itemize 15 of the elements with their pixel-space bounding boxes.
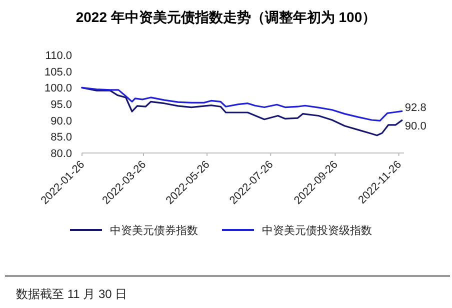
data-label: 92.8: [404, 102, 426, 114]
y-tick-label: 95.0: [50, 99, 72, 111]
y-tick-label: 105.0: [44, 66, 72, 78]
line-series: [81, 86, 403, 136]
legend-label: 中资美元债券指数: [110, 224, 198, 237]
y-tick-label: 110.0: [45, 50, 72, 62]
y-tick-label: 85.0: [50, 132, 72, 144]
text: 数据截至 11 月 30 日: [16, 287, 128, 301]
line-series: [81, 86, 403, 122]
y-tick-label: 100.0: [44, 82, 72, 95]
data-label: 90.0: [404, 120, 426, 132]
y-tick-label: 80.0: [50, 148, 72, 160]
title: 2022 年中资美元债指数走势（调整年初为 100）: [76, 9, 376, 25]
y-tick-label: 90.0: [50, 115, 72, 128]
legend-label: 中资美元债投资级指数: [262, 224, 372, 237]
